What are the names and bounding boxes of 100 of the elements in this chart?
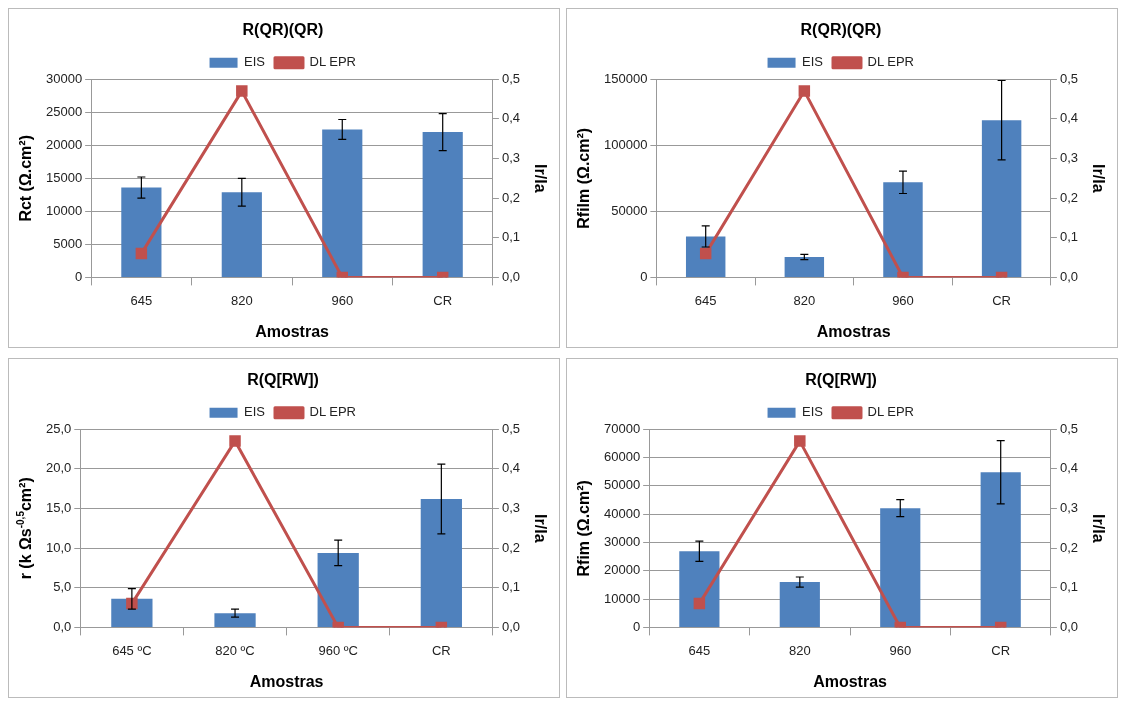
x-tick-label: 960 ºC <box>318 642 358 658</box>
y-tick-label: 40000 <box>603 505 641 521</box>
chart-title: R(Q[RW]) <box>805 371 877 389</box>
y-tick-label: 50000 <box>603 477 641 493</box>
legend-label: EIS <box>802 54 824 70</box>
chart-title: R(Q[RW]) <box>247 371 319 389</box>
x-tick-label: CR <box>433 292 453 308</box>
bar <box>980 472 1021 627</box>
legend-label: DL EPR <box>309 404 356 420</box>
x-tick-label: 960 <box>892 292 914 308</box>
x-tick-label: 820 ºC <box>215 642 255 658</box>
y-tick-label: 10000 <box>603 590 641 606</box>
y-tick-label: 20000 <box>603 562 641 578</box>
y2-axis-title: Ir/Ia <box>531 164 549 193</box>
x-tick-label: 645 <box>688 642 711 658</box>
x-tick-label: 820 <box>793 292 816 308</box>
y-tick-label: 0 <box>74 268 83 284</box>
bar <box>121 187 162 277</box>
y-tick-label: 100000 <box>603 136 648 152</box>
y2-tick-label: 0,3 <box>501 500 521 516</box>
y2-tick-label: 0,5 <box>1059 420 1079 436</box>
x-tick-label: 645 ºC <box>112 642 152 658</box>
x-tick-label: CR <box>991 642 1011 658</box>
y-tick-label: 30000 <box>45 70 83 86</box>
bar <box>317 552 359 627</box>
y-tick-label: 5,0 <box>53 579 72 595</box>
bar <box>779 582 820 627</box>
y2-tick-label: 0,3 <box>501 150 521 166</box>
y-tick-label: 10,0 <box>45 539 72 555</box>
y2-tick-label: 0,3 <box>1059 500 1079 516</box>
y-tick-label: 25,0 <box>45 420 72 436</box>
y2-tick-label: 0,5 <box>1059 70 1079 86</box>
y2-tick-label: 0,5 <box>501 420 521 436</box>
x-tick-label: CR <box>431 642 451 658</box>
bar <box>880 508 921 627</box>
legend-label: EIS <box>244 404 266 420</box>
y-tick-label: 0 <box>632 618 641 634</box>
bar <box>214 613 256 627</box>
y2-tick-label: 0,2 <box>501 189 521 205</box>
y2-tick-label: 0,0 <box>1059 618 1079 634</box>
y2-axis-title: Ir/Ia <box>531 514 549 543</box>
y2-tick-label: 0,4 <box>501 460 521 476</box>
bar <box>221 192 262 277</box>
y-tick-label: 30000 <box>603 534 641 550</box>
y-axis-title: r (k Ωs-0,5cm²) <box>15 477 35 580</box>
y-axis-title: Rfim (Ω.cm²) <box>575 480 593 577</box>
y-tick-label: 10000 <box>45 202 83 218</box>
y2-tick-label: 0,2 <box>1059 539 1079 555</box>
y-tick-label: 15,0 <box>45 500 72 516</box>
x-axis-title: Amostras <box>249 673 324 691</box>
x-tick-label: 960 <box>889 642 912 658</box>
legend-label: DL EPR <box>867 404 914 420</box>
y2-tick-label: 0,2 <box>1059 189 1079 205</box>
bar <box>883 182 923 277</box>
y-axis-title: Rfilm (Ω.cm²) <box>575 127 593 229</box>
y2-tick-label: 0,4 <box>1059 460 1079 476</box>
y2-axis-title: Ir/Ia <box>1089 164 1107 193</box>
x-axis-title: Amostras <box>816 323 891 341</box>
y2-tick-label: 0,0 <box>1059 268 1079 284</box>
y-tick-label: 150000 <box>603 70 648 86</box>
legend-label: DL EPR <box>867 54 914 70</box>
x-tick-label: 820 <box>788 642 811 658</box>
y-tick-label: 15000 <box>45 169 83 185</box>
x-axis-title: Amostras <box>255 323 330 341</box>
y-tick-label: 0,0 <box>53 618 72 634</box>
y2-axis-title: Ir/Ia <box>1089 514 1107 543</box>
bar <box>422 132 463 277</box>
bar <box>679 551 720 627</box>
x-tick-label: CR <box>992 292 1011 308</box>
y2-tick-label: 0,1 <box>501 229 521 245</box>
y2-tick-label: 0,2 <box>501 539 521 555</box>
chart-title: R(QR)(QR) <box>242 21 324 39</box>
x-tick-label: 820 <box>230 292 253 308</box>
bar <box>784 256 825 277</box>
legend-label: EIS <box>244 54 266 70</box>
x-tick-label: 645 <box>694 292 717 308</box>
y-tick-label: 5000 <box>53 235 83 251</box>
y2-tick-label: 0,0 <box>501 268 521 284</box>
y-tick-label: 20000 <box>45 136 83 152</box>
legend-label: EIS <box>802 404 824 420</box>
bar <box>420 498 462 627</box>
y-tick-label: 0 <box>640 268 648 284</box>
x-axis-title: Amostras <box>813 673 888 691</box>
y-tick-label: 20,0 <box>45 460 72 476</box>
y2-tick-label: 0,1 <box>1059 229 1079 245</box>
y-tick-label: 70000 <box>603 420 641 436</box>
y2-tick-label: 0,0 <box>501 618 521 634</box>
y-tick-label: 50000 <box>611 202 648 218</box>
y2-tick-label: 0,1 <box>501 579 521 595</box>
y-tick-label: 60000 <box>603 449 641 465</box>
bar <box>322 129 363 277</box>
bar <box>981 120 1022 277</box>
x-tick-label: 960 <box>331 292 354 308</box>
y-tick-label: 25000 <box>45 103 83 119</box>
x-tick-label: 645 <box>130 292 153 308</box>
y2-tick-label: 0,1 <box>1059 579 1079 595</box>
y2-tick-label: 0,4 <box>1059 110 1079 126</box>
y2-tick-label: 0,3 <box>1059 150 1079 166</box>
y2-tick-label: 0,5 <box>501 70 521 86</box>
chart-title: R(QR)(QR) <box>800 21 882 39</box>
